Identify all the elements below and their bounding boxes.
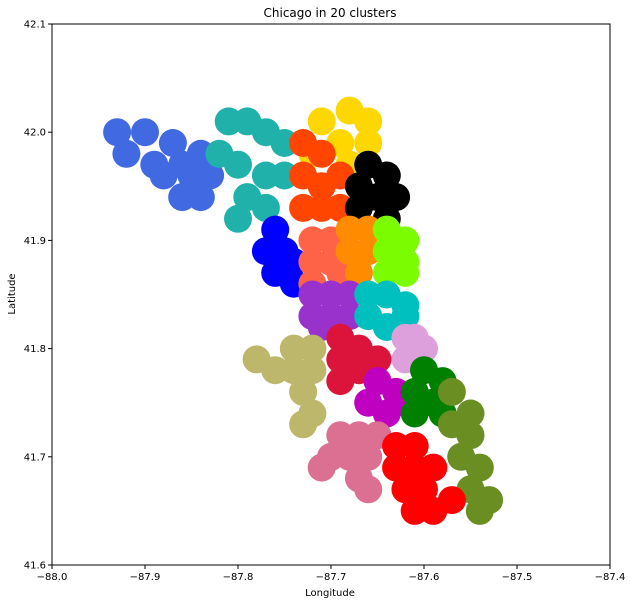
data-point bbox=[307, 139, 336, 168]
cluster-8 bbox=[335, 215, 383, 287]
cluster-5 bbox=[344, 150, 411, 233]
plot-area bbox=[103, 96, 504, 525]
y-tick-label: 41.9 bbox=[24, 236, 46, 247]
x-tick-label: −88.0 bbox=[37, 572, 68, 583]
cluster-2 bbox=[205, 107, 299, 233]
data-point bbox=[158, 129, 187, 157]
chart-title: Chicago in 20 clusters bbox=[264, 6, 397, 20]
data-point bbox=[344, 193, 373, 222]
cluster-1 bbox=[103, 118, 225, 212]
x-tick-label: −87.6 bbox=[409, 572, 440, 583]
data-point bbox=[400, 399, 429, 428]
cluster-18 bbox=[307, 421, 392, 504]
data-point bbox=[354, 475, 383, 504]
data-point bbox=[251, 193, 280, 222]
data-point bbox=[168, 183, 197, 212]
x-tick-label: −87.5 bbox=[502, 572, 533, 583]
data-point bbox=[251, 237, 280, 266]
data-point bbox=[372, 161, 401, 190]
data-point bbox=[196, 161, 225, 190]
cluster-19 bbox=[382, 432, 466, 525]
data-point bbox=[298, 356, 327, 385]
y-tick-label: 41.8 bbox=[24, 344, 46, 355]
y-tick-label: 41.7 bbox=[24, 452, 46, 463]
cluster-17 bbox=[437, 377, 504, 525]
data-point bbox=[112, 139, 141, 168]
x-tick-label: −87.7 bbox=[316, 572, 347, 583]
data-point bbox=[354, 107, 383, 136]
y-tick-label: 41.6 bbox=[24, 561, 46, 572]
data-point bbox=[289, 377, 318, 406]
data-point bbox=[391, 258, 420, 287]
data-point bbox=[437, 486, 466, 515]
data-point bbox=[307, 453, 336, 482]
y-axis-title: Latitude bbox=[7, 273, 18, 314]
data-point bbox=[382, 183, 411, 212]
cluster-9 bbox=[372, 215, 420, 287]
data-point bbox=[363, 345, 392, 374]
data-point bbox=[437, 377, 466, 406]
data-point bbox=[326, 367, 355, 396]
data-point bbox=[131, 118, 159, 147]
data-point bbox=[354, 129, 383, 157]
data-point bbox=[419, 453, 448, 482]
x-tick-label: −87.4 bbox=[595, 572, 626, 583]
x-axis: −88.0 −87.9 −87.8 −87.7 −87.6 −87.5 −87.4 bbox=[37, 565, 626, 583]
data-point bbox=[307, 107, 336, 136]
data-point bbox=[400, 432, 429, 460]
y-tick-label: 42.1 bbox=[24, 20, 46, 31]
cluster-14 bbox=[326, 323, 392, 396]
data-point bbox=[391, 302, 420, 331]
cluster-13 bbox=[242, 334, 327, 439]
data-point bbox=[289, 410, 318, 439]
data-point bbox=[103, 118, 132, 147]
data-point bbox=[354, 442, 383, 471]
data-point bbox=[224, 150, 252, 179]
x-axis-title: Longitude bbox=[305, 588, 355, 599]
x-tick-label: −87.9 bbox=[130, 572, 161, 583]
data-point bbox=[410, 475, 438, 504]
y-axis: 41.6 41.7 41.8 41.9 42.0 42.1 bbox=[24, 20, 52, 572]
y-tick-label: 42.0 bbox=[24, 128, 46, 139]
data-point bbox=[261, 215, 290, 244]
data-point bbox=[465, 496, 494, 525]
data-point bbox=[465, 453, 494, 482]
data-point bbox=[456, 421, 485, 450]
x-tick-label: −87.8 bbox=[223, 572, 254, 583]
data-point bbox=[391, 323, 420, 352]
data-point bbox=[298, 334, 327, 363]
data-point bbox=[344, 258, 373, 287]
cluster-6 bbox=[251, 215, 308, 298]
data-point bbox=[224, 204, 252, 233]
